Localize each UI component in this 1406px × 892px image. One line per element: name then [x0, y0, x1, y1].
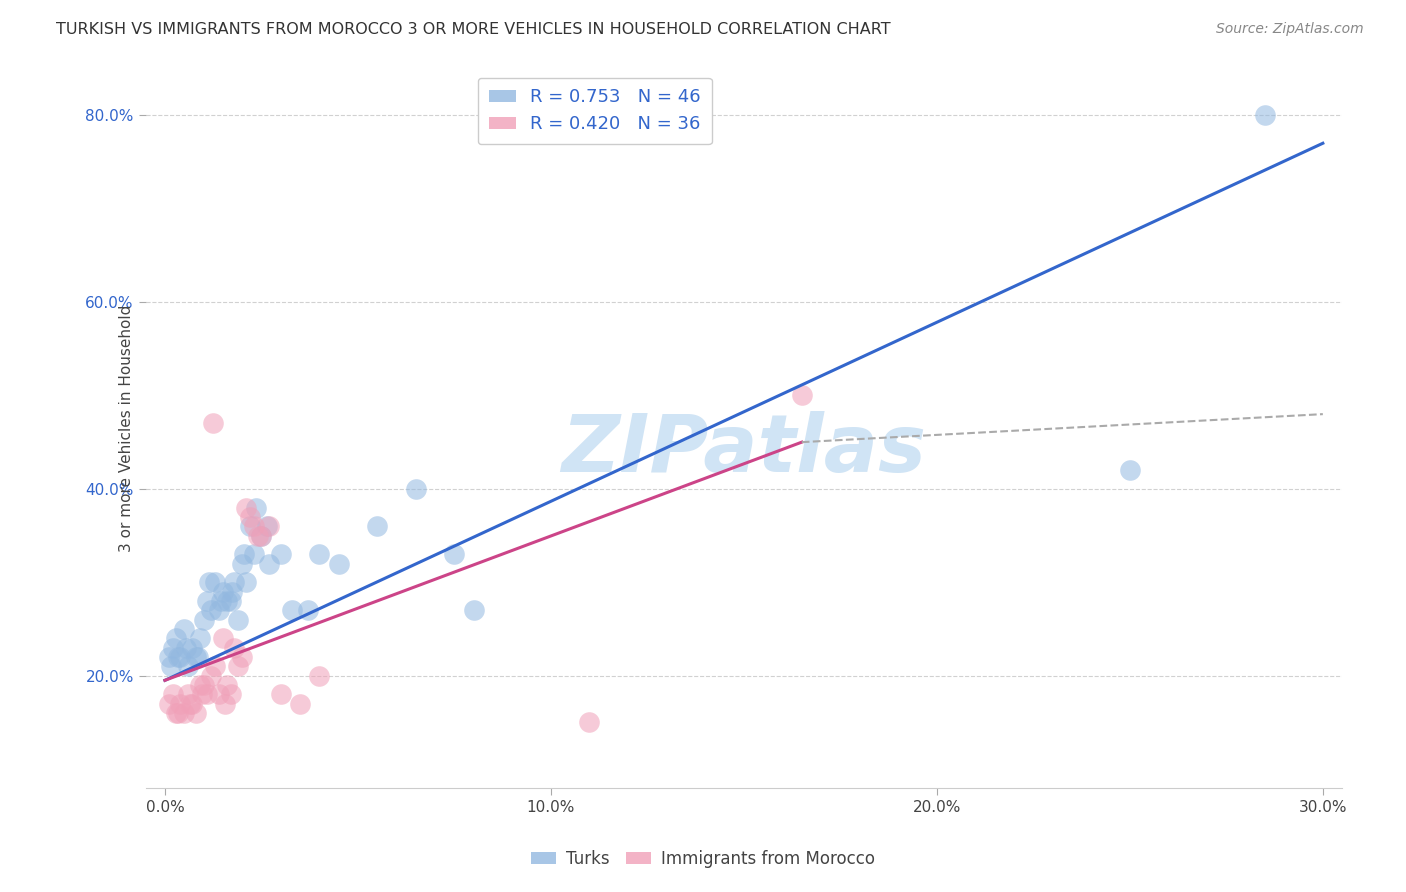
Point	[195, 687, 218, 701]
Point	[328, 557, 350, 571]
Point	[208, 687, 231, 701]
Point	[405, 482, 427, 496]
Point	[211, 632, 233, 646]
Point	[270, 547, 292, 561]
Point	[239, 509, 262, 524]
Point	[250, 528, 273, 542]
Point	[174, 640, 197, 655]
Point	[235, 500, 257, 515]
Point	[366, 519, 388, 533]
Point	[188, 678, 211, 692]
Point	[790, 388, 813, 402]
Point	[308, 668, 330, 682]
Point	[198, 575, 221, 590]
Point	[187, 650, 209, 665]
Point	[224, 640, 246, 655]
Text: Source: ZipAtlas.com: Source: ZipAtlas.com	[1216, 22, 1364, 37]
Point	[242, 547, 264, 561]
Point	[215, 594, 238, 608]
Point	[578, 715, 600, 730]
Point	[200, 668, 222, 682]
Point	[270, 687, 292, 701]
Point	[463, 603, 485, 617]
Point	[246, 528, 269, 542]
Point	[211, 584, 233, 599]
Point	[181, 697, 204, 711]
Point	[208, 603, 231, 617]
Point	[195, 594, 218, 608]
Point	[281, 603, 304, 617]
Point	[231, 557, 253, 571]
Point	[288, 697, 311, 711]
Point	[181, 640, 204, 655]
Point	[166, 706, 188, 720]
Point	[239, 519, 262, 533]
Point	[297, 603, 319, 617]
Point	[162, 687, 184, 701]
Point	[233, 547, 256, 561]
Text: ZIPatlas: ZIPatlas	[561, 410, 927, 489]
Point	[202, 417, 225, 431]
Point	[177, 687, 200, 701]
Point	[443, 547, 465, 561]
Point	[184, 650, 207, 665]
Point	[226, 613, 249, 627]
Point	[257, 519, 280, 533]
Point	[179, 697, 201, 711]
Point	[190, 687, 212, 701]
Point	[157, 650, 180, 665]
Point	[1254, 108, 1277, 122]
Point	[200, 603, 222, 617]
Point	[162, 640, 184, 655]
Point	[169, 697, 191, 711]
Point	[219, 594, 242, 608]
Point	[209, 594, 232, 608]
Point	[193, 613, 215, 627]
Point	[204, 575, 226, 590]
Point	[193, 678, 215, 692]
Point	[173, 622, 195, 636]
Point	[177, 659, 200, 673]
Point	[166, 632, 188, 646]
Point	[219, 687, 242, 701]
Point	[204, 659, 226, 673]
Point	[245, 500, 267, 515]
Point	[214, 697, 236, 711]
Point	[308, 547, 330, 561]
Point	[167, 706, 190, 720]
Point	[159, 659, 181, 673]
Point	[256, 519, 278, 533]
Point	[167, 650, 190, 665]
Point	[235, 575, 257, 590]
Point	[173, 706, 195, 720]
Y-axis label: 3 or more Vehicles in Household: 3 or more Vehicles in Household	[120, 304, 135, 552]
Legend: R = 0.753   N = 46, R = 0.420   N = 36: R = 0.753 N = 46, R = 0.420 N = 36	[478, 78, 711, 145]
Point	[169, 650, 191, 665]
Point	[157, 697, 180, 711]
Text: TURKISH VS IMMIGRANTS FROM MOROCCO 3 OR MORE VEHICLES IN HOUSEHOLD CORRELATION C: TURKISH VS IMMIGRANTS FROM MOROCCO 3 OR …	[56, 22, 891, 37]
Point	[224, 575, 246, 590]
Point	[242, 519, 264, 533]
Point	[215, 678, 238, 692]
Legend: Turks, Immigrants from Morocco: Turks, Immigrants from Morocco	[524, 844, 882, 875]
Point	[221, 584, 243, 599]
Point	[188, 632, 211, 646]
Point	[184, 706, 207, 720]
Point	[1119, 463, 1142, 477]
Point	[257, 557, 280, 571]
Point	[226, 659, 249, 673]
Point	[250, 528, 273, 542]
Point	[231, 650, 253, 665]
